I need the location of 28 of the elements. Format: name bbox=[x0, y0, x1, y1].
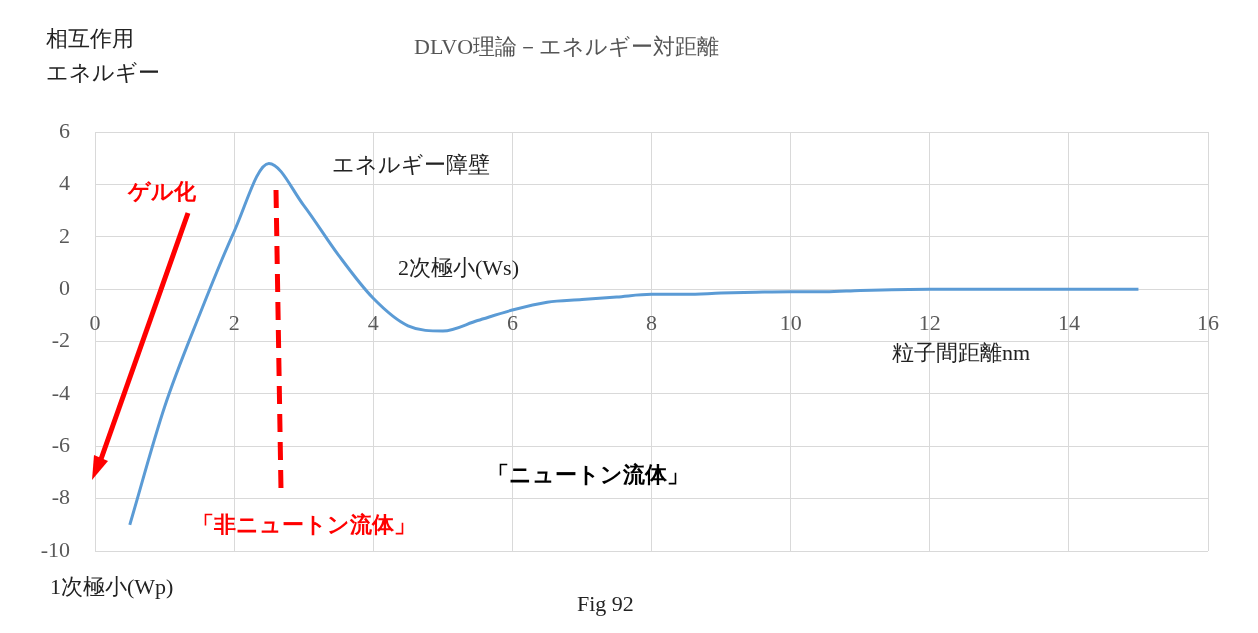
x-tick-label: 16 bbox=[1197, 310, 1219, 336]
x-axis-title: 粒子間距離nm bbox=[892, 339, 1031, 367]
x-tick-label: 4 bbox=[367, 310, 379, 336]
x-tick-label: 6 bbox=[506, 310, 518, 336]
y-tick-label: -2 bbox=[51, 327, 70, 353]
caption: Fig 92 bbox=[577, 591, 634, 617]
y-tick-label: -6 bbox=[51, 432, 70, 458]
annotation: 2次極小(Ws) bbox=[398, 254, 519, 282]
x-tick-label: 14 bbox=[1057, 310, 1080, 336]
y-tick-label: -8 bbox=[51, 484, 70, 510]
y-tick-label: -10 bbox=[40, 536, 70, 562]
text: 1次極小(Wp) bbox=[50, 573, 174, 601]
y-tick-label: 4 bbox=[59, 170, 70, 196]
y-tick-label: 6 bbox=[59, 117, 70, 143]
x-tick-label: 8 bbox=[646, 310, 657, 336]
chart-title: DLVO理論－エネルギー対距離 bbox=[414, 33, 720, 61]
y-axis-title: 相互作用エネルギー bbox=[46, 26, 160, 85]
annotation: 「非ニュートン流体」 bbox=[192, 511, 416, 539]
annotation: 「ニュートン流体」 bbox=[487, 461, 689, 489]
y-tick-label: 0 bbox=[59, 274, 70, 300]
x-tick-label: 0 bbox=[89, 310, 101, 336]
x-tick-label: 10 bbox=[779, 310, 802, 336]
annotation: エネルギー障壁 bbox=[332, 151, 490, 179]
annotation: ゲル化 bbox=[128, 178, 196, 206]
y-tick-label: 2 bbox=[59, 222, 70, 248]
y-tick-label: -4 bbox=[51, 379, 70, 405]
x-tick-label: 12 bbox=[918, 310, 941, 336]
x-tick-label: 2 bbox=[228, 310, 240, 336]
